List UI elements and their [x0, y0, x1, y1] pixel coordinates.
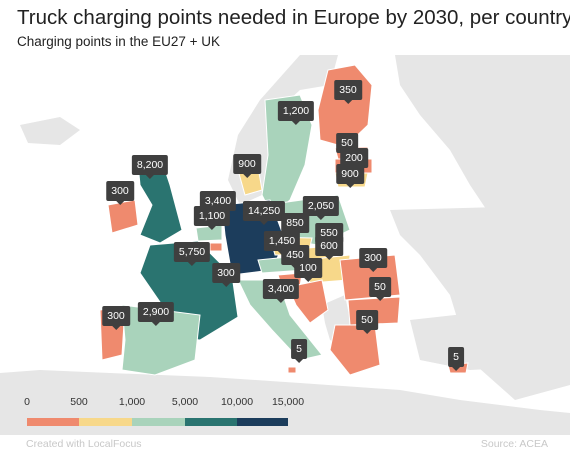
value-label-poland[interactable]: 2,050 — [302, 196, 340, 220]
legend-band-1000-5000 — [132, 418, 185, 426]
legend-tick: 1,000 — [118, 396, 146, 408]
legend-tick: 15,000 — [271, 396, 305, 408]
map-subtitle: Charging points in the EU27 + UK — [17, 34, 220, 49]
credit-text: Created with LocalFocus — [26, 438, 142, 450]
land-non-eu-turkey — [410, 310, 570, 370]
country-spain[interactable] — [121, 304, 201, 376]
value-label-greece[interactable]: 50 — [356, 310, 378, 334]
legend-tick: 0 — [24, 396, 30, 408]
legend-band-5000-10000 — [185, 418, 237, 426]
value-label-lithuania[interactable]: 900 — [336, 164, 364, 188]
legend-tick: 10,000 — [220, 396, 254, 408]
legend-tick: 500 — [70, 396, 88, 408]
value-label-sweden[interactable]: 1,200 — [277, 101, 315, 125]
value-label-romania[interactable]: 300 — [359, 248, 387, 272]
value-label-belgium[interactable]: 1,100 — [193, 206, 231, 230]
legend-band-10000-15000 — [237, 418, 288, 426]
land-non-eu-north — [395, 55, 570, 225]
value-label-spain[interactable]: 2,900 — [137, 302, 175, 326]
value-label-luxembourg[interactable]: 300 — [212, 263, 240, 287]
value-label-france[interactable]: 5,750 — [173, 242, 211, 266]
value-label-bulgaria[interactable]: 50 — [369, 277, 391, 301]
map-title: Truck charging points needed in Europe b… — [17, 6, 570, 29]
value-label-united-kingdom[interactable]: 8,200 — [131, 155, 169, 179]
value-label-croatia[interactable]: 100 — [294, 258, 322, 282]
value-label-hungary[interactable]: 600 — [315, 236, 343, 260]
value-label-italy[interactable]: 3,400 — [262, 279, 300, 303]
value-label-portugal[interactable]: 300 — [102, 306, 130, 330]
value-label-cyprus[interactable]: 5 — [448, 347, 464, 371]
value-label-ireland[interactable]: 300 — [106, 181, 134, 205]
legend: 0 500 1,000 5,000 10,000 15,000 — [22, 396, 304, 428]
value-label-malta[interactable]: 5 — [291, 339, 307, 363]
country-luxembourg[interactable] — [209, 242, 223, 252]
country-ireland[interactable] — [107, 199, 139, 234]
country-malta[interactable] — [287, 366, 297, 374]
land-non-eu-iceland — [20, 117, 80, 145]
value-label-czechia[interactable]: 850 — [281, 213, 309, 237]
legend-tick: 5,000 — [171, 396, 199, 408]
legend-band-0-500 — [27, 418, 79, 426]
value-label-germany[interactable]: 14,250 — [242, 201, 286, 225]
value-label-denmark[interactable]: 900 — [233, 154, 261, 178]
value-label-finland[interactable]: 350 — [334, 80, 362, 104]
source-text: Source: ACEA — [480, 438, 548, 450]
country-greece[interactable] — [329, 324, 381, 376]
legend-band-500-1000 — [79, 418, 132, 426]
land-non-eu-east — [390, 205, 570, 400]
